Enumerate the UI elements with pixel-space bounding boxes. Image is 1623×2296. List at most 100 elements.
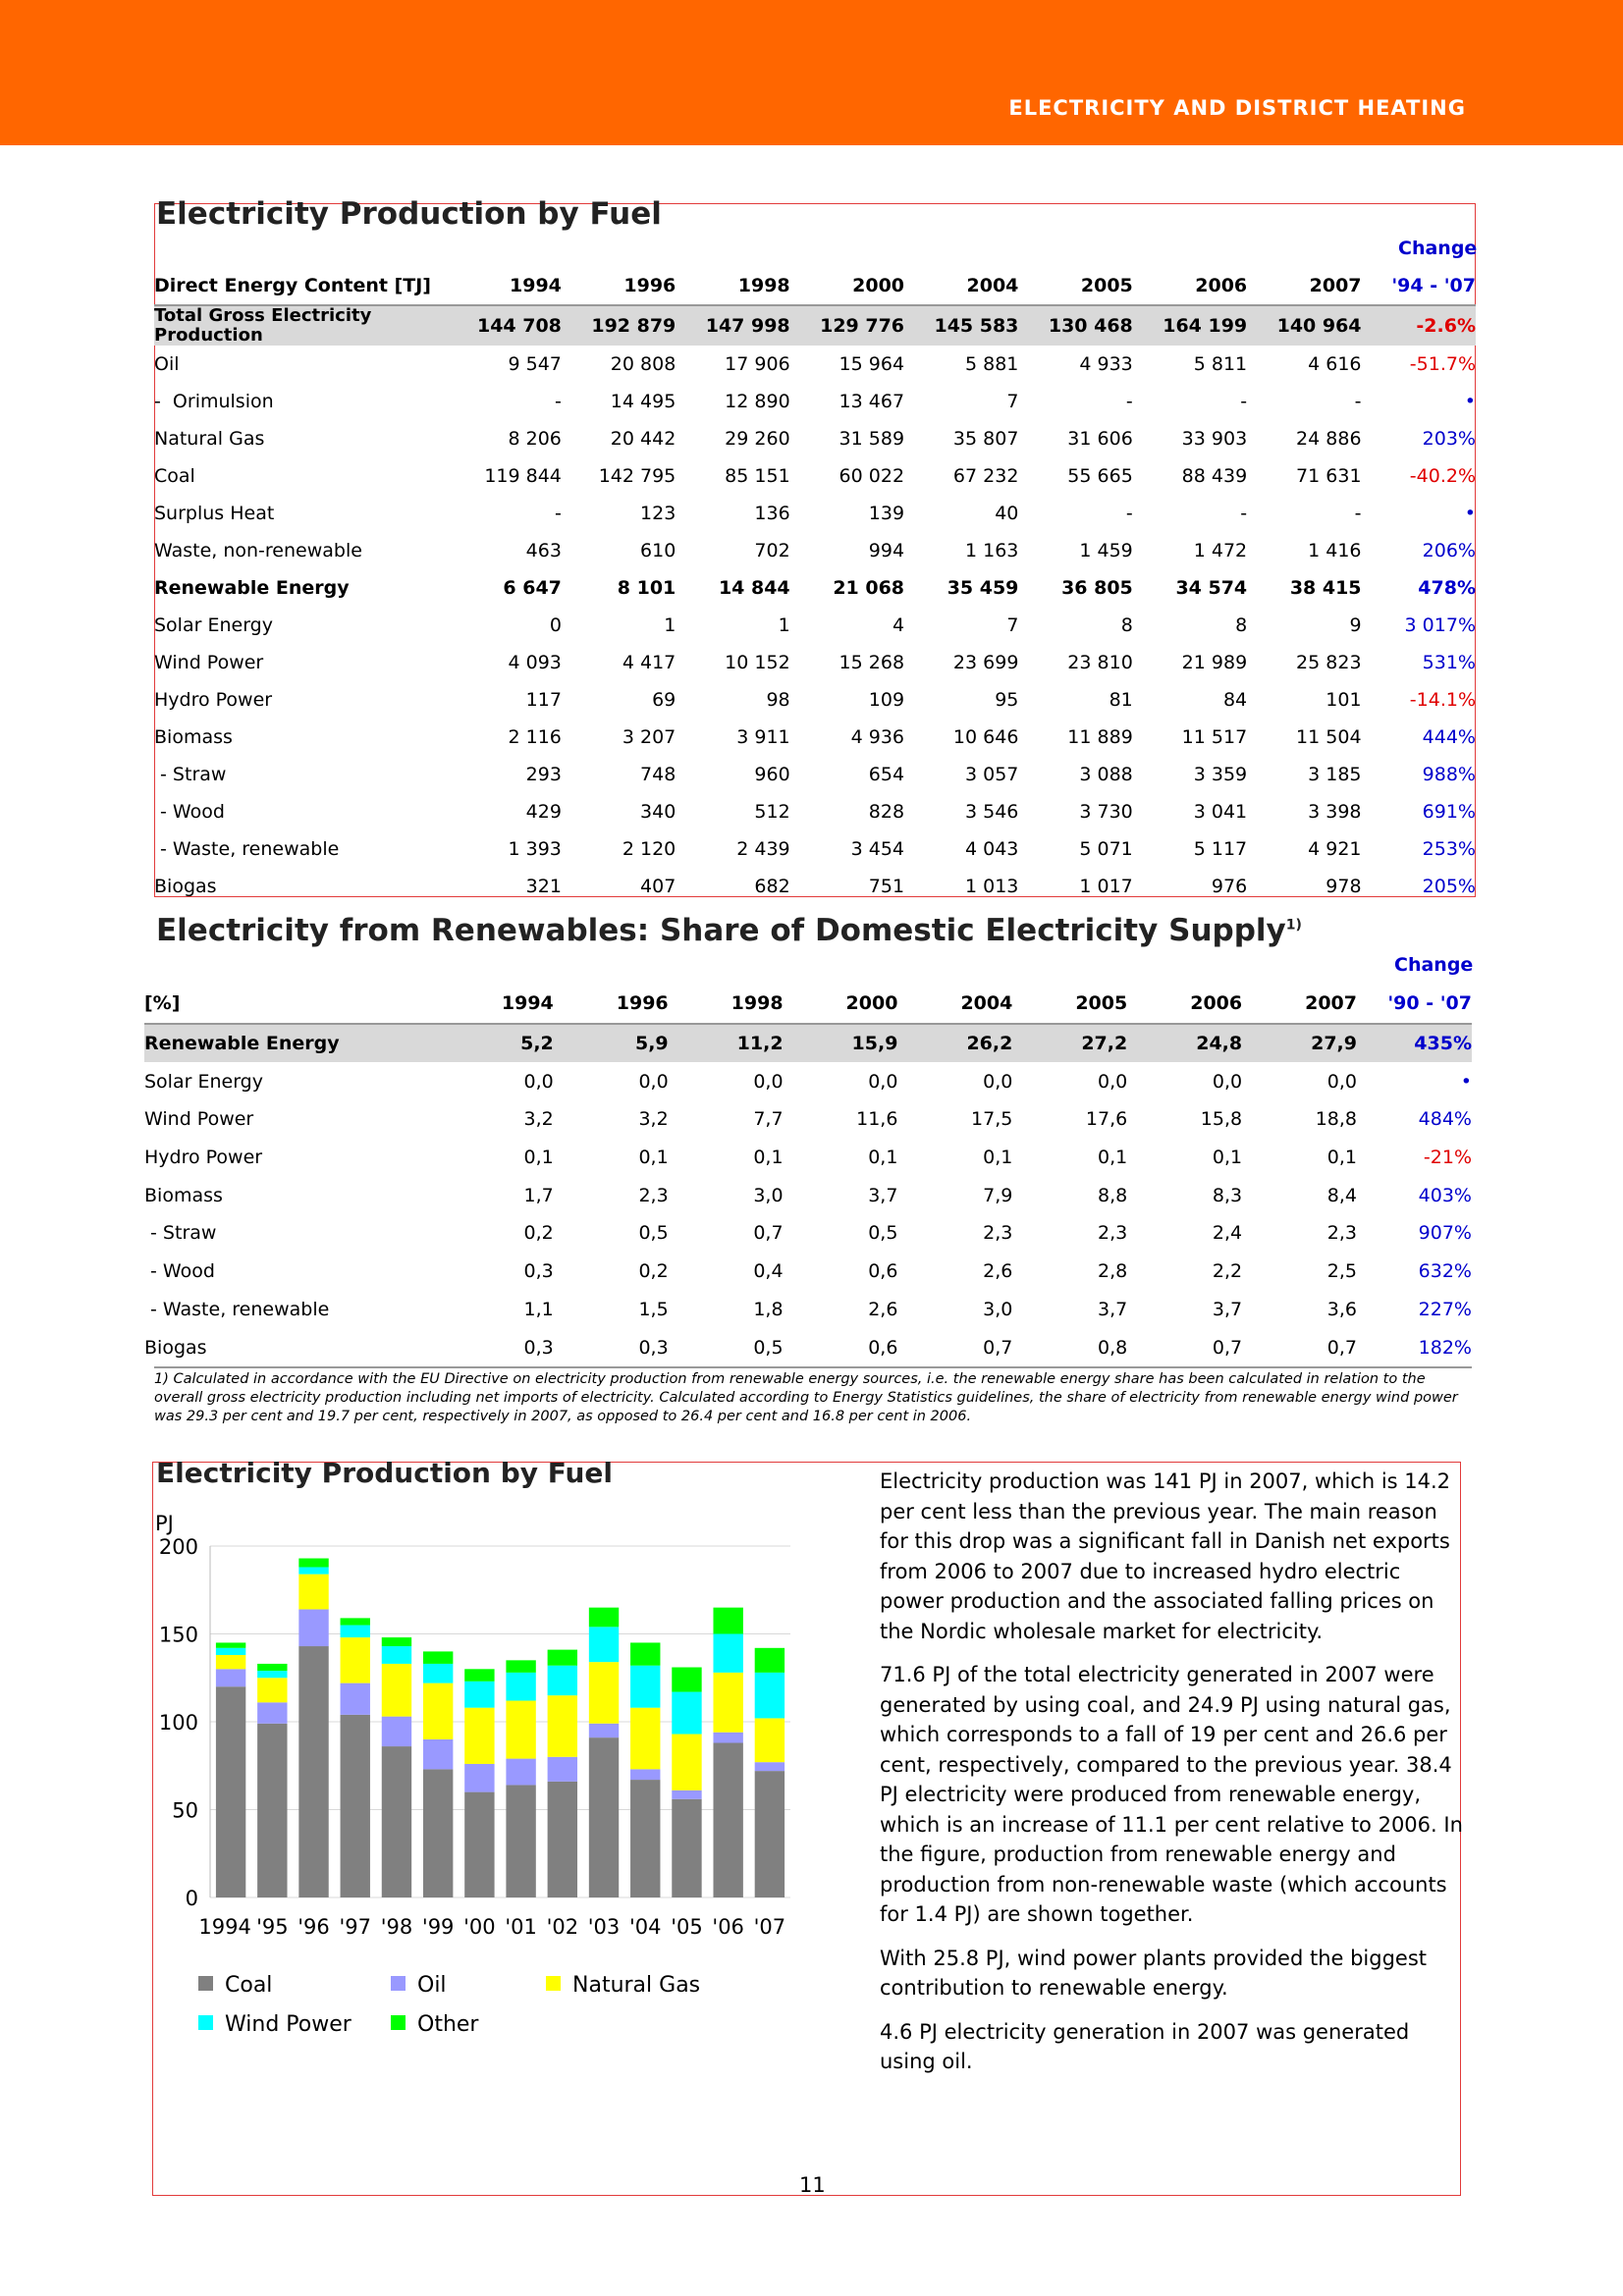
table2-cell: 0,0 (983, 1070, 1013, 1093)
table1-cell: 8 206 (508, 428, 562, 450)
table2-row: Wind Power 3,2 3,2 7,7 11,6 17,5 17,6 15,8 18,8 4… (144, 1100, 1472, 1139)
table2-change-cell: 632% (1418, 1260, 1472, 1283)
bar-segment-natural-gas (630, 1707, 661, 1770)
table1-row-label: Wind Power (154, 652, 264, 673)
table1-cell: - (555, 391, 562, 412)
table1-row-label: Solar Energy (154, 614, 273, 636)
table2-cell: 24,8 (1196, 1033, 1243, 1055)
table1-cell: - (1125, 391, 1133, 412)
table1-cell: 24 886 (1296, 428, 1362, 450)
bar-segment-natural-gas (381, 1663, 412, 1717)
table1-change-cell: 531% (1422, 652, 1476, 673)
table1-row: Surplus Heat - 123 136 139 40 - - - • (154, 495, 1476, 532)
y-axis-label: PJ (155, 1512, 174, 1535)
table2-cell: 2,3 (983, 1222, 1013, 1245)
table2-cell: 3,7 (1212, 1298, 1243, 1320)
bar-segment-coal (506, 1785, 536, 1897)
table1-cell: - (1240, 391, 1248, 412)
table1-cell: 1 163 (965, 540, 1019, 561)
table1-row: - Waste, renewable 1 393 2 120 2 439 3 454 4 … (154, 830, 1476, 868)
table1-cell: 3 041 (1193, 801, 1248, 823)
table1-change-cell: -51.7% (1409, 353, 1476, 375)
bar-segment-coal (713, 1742, 743, 1897)
table1-cell: 3 730 (1079, 801, 1133, 823)
table2-cell: 1,7 (523, 1184, 554, 1206)
table2-cell: 0,3 (523, 1260, 554, 1283)
bar-segment-wind-power (422, 1663, 454, 1683)
table2-cell: 3,6 (1326, 1298, 1357, 1320)
table1-cell: 321 (525, 876, 562, 897)
table2-col-header: 1994 (501, 992, 554, 1015)
legend-item: Natural Gas (546, 1973, 700, 1998)
table1-cell: 4 921 (1308, 838, 1362, 860)
table1-cell: - (1354, 503, 1362, 524)
table2-footnote: 1) Calculated in accordance with the EU … (154, 1371, 1458, 1424)
table1-cell: 40 (995, 503, 1019, 524)
table2-row-label: - Waste, renewable (144, 1298, 330, 1320)
table2-row: Biogas 0,3 0,3 0,5 0,6 0,7 0,8 0,7 0,7 182% (144, 1328, 1472, 1366)
table2-col-header: 2006 (1190, 992, 1243, 1015)
table1-change-label: Change (1398, 238, 1478, 259)
table1-cell: 3 185 (1308, 764, 1362, 785)
table1-cell: 192 879 (591, 315, 676, 337)
table1-cell: 751 (868, 876, 905, 897)
table1-cell: 4 933 (1079, 353, 1133, 375)
table2-cell: 0,2 (638, 1260, 669, 1283)
table1-cell: 14 495 (610, 391, 676, 412)
body-paragraph: Electricity production was 141 PJ in 200… (880, 1469, 1451, 1643)
table1-cell: 34 574 (1175, 577, 1248, 599)
table1-row-label: Coal (154, 465, 195, 487)
table1-cell: 4 616 (1308, 353, 1362, 375)
table1-cell: 10 152 (725, 652, 790, 673)
table1-change-cell: 444% (1422, 726, 1476, 748)
table1-cell: 20 442 (610, 428, 676, 450)
table2-change-cell: 484% (1418, 1108, 1472, 1131)
x-tick-label: '00 (463, 1915, 496, 1939)
body-paragraph: 71.6 PJ of the total electricity generat… (880, 1663, 1463, 1926)
table1-cell: 23 810 (1067, 652, 1133, 673)
table2-cell: 3,0 (983, 1298, 1013, 1320)
table1-cell: 0 (549, 614, 562, 636)
table1-cell: 136 (754, 503, 790, 524)
table2-cell: 1,5 (638, 1298, 669, 1320)
table2-change-cell: 182% (1418, 1336, 1472, 1359)
table1-cell: 29 260 (725, 428, 790, 450)
legend-swatch (198, 2015, 213, 2030)
table1-cell: 3 207 (622, 726, 676, 748)
bar-segment-wind-power (464, 1681, 495, 1708)
table1-cell: 11 517 (1181, 726, 1248, 748)
table2-cell: 11,2 (736, 1033, 784, 1055)
table1-cell: 81 (1109, 689, 1133, 711)
table1-change-cell: 205% (1422, 876, 1476, 897)
table1-cell: 69 (652, 689, 676, 711)
table1-cell: 3 398 (1308, 801, 1362, 823)
table1-cell: 85 151 (725, 465, 790, 487)
table1-col-header: Direct Energy Content [TJ] (154, 275, 431, 296)
table1-row: Oil 9 547 20 808 17 906 15 964 5 881 4 933 5 81… (154, 346, 1476, 383)
bar-segment-oil (506, 1758, 536, 1786)
bar-segment-oil (257, 1702, 288, 1724)
table1-cell: 3 359 (1193, 764, 1248, 785)
table1-cell: 71 631 (1296, 465, 1362, 487)
table2-row: - Wood 0,3 0,2 0,4 0,6 2,6 2,8 2,2 2,5 632% (144, 1253, 1472, 1291)
bar-segment-natural-gas (340, 1637, 370, 1683)
table2-cell: 15,9 (851, 1033, 898, 1055)
table1-col-header: 2004 (966, 275, 1019, 296)
x-tick-label: '98 (381, 1915, 413, 1939)
legend-item: Wind Power (198, 2012, 352, 2037)
table1-change-cell: 253% (1422, 838, 1476, 860)
bar-segment-oil (588, 1723, 620, 1738)
bar-segment-natural-gas (713, 1672, 743, 1733)
table2-cell: 3,2 (523, 1108, 554, 1131)
table1-cell: 4 (892, 614, 905, 636)
table2-row-label: Wind Power (144, 1108, 254, 1131)
table1-cell: - (1125, 503, 1133, 524)
table1-cell: 147 998 (705, 315, 790, 337)
table1-cell: 25 823 (1296, 652, 1362, 673)
bar-segment-oil (381, 1716, 412, 1747)
table1-cell: 3 546 (965, 801, 1019, 823)
bar-segment-wind-power (672, 1691, 702, 1735)
table1-cell: 7 (1006, 391, 1019, 412)
bar-segment-wind-power (630, 1665, 661, 1708)
bar-segment-other (215, 1642, 246, 1648)
